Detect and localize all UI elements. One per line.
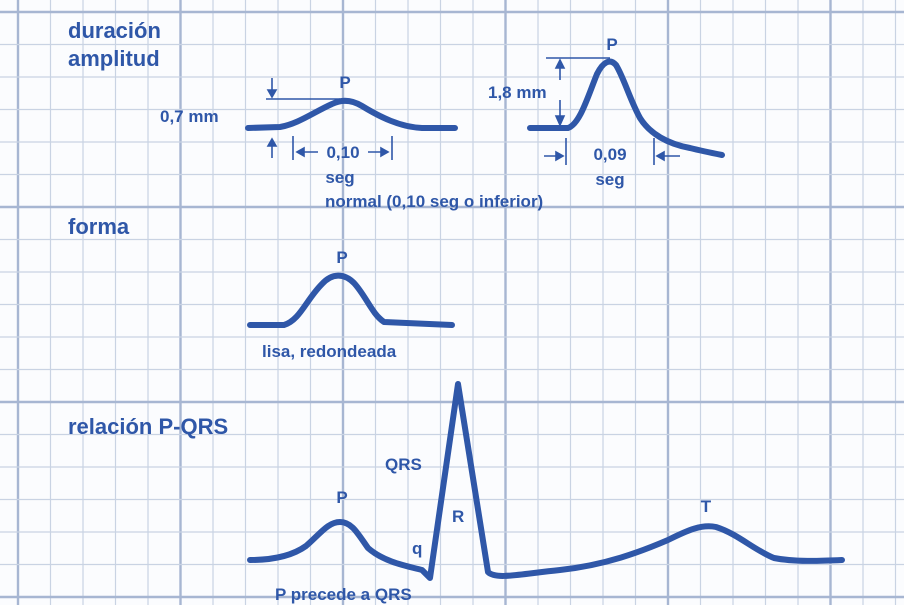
p-label-tall: P	[606, 35, 617, 54]
normal-p-wave	[245, 97, 458, 131]
shape-caption: lisa, redondeada	[262, 342, 397, 361]
duration-label-tall: 0,09	[593, 145, 626, 164]
normal-duration-caption: normal (0,10 seg o inferior)	[325, 192, 543, 211]
heading-relacion: relación P-QRS	[68, 414, 228, 439]
amplitude-label-tall: 1,8 mm	[488, 83, 547, 102]
heading-duracion: duración	[68, 18, 161, 43]
amplitude-label-normal: 0,7 mm	[160, 107, 219, 126]
amplitude-marker-normal	[266, 78, 340, 158]
p-label-shape: P	[336, 248, 347, 267]
duration-marker-normal	[292, 136, 393, 160]
smooth-p-wave	[247, 272, 455, 328]
duration-label-normal: 0,10	[326, 143, 359, 162]
p-label-relation: P	[336, 488, 347, 507]
q-label: q	[412, 539, 422, 558]
duration-unit-tall: seg	[595, 170, 624, 189]
tall-p-wave	[527, 58, 725, 158]
relation-caption: P precede a QRS	[275, 585, 412, 604]
r-label: R	[452, 507, 464, 526]
heading-forma: forma	[68, 214, 130, 239]
amplitude-marker-tall	[546, 57, 610, 127]
qrs-label: QRS	[385, 455, 422, 474]
duration-marker-tall	[544, 138, 680, 165]
heading-amplitud: amplitud	[68, 46, 160, 71]
duration-unit-normal: seg	[325, 168, 354, 187]
p-label-normal: P	[339, 73, 350, 92]
ecg-pqrst-trace	[247, 381, 845, 581]
t-label: T	[701, 497, 712, 516]
